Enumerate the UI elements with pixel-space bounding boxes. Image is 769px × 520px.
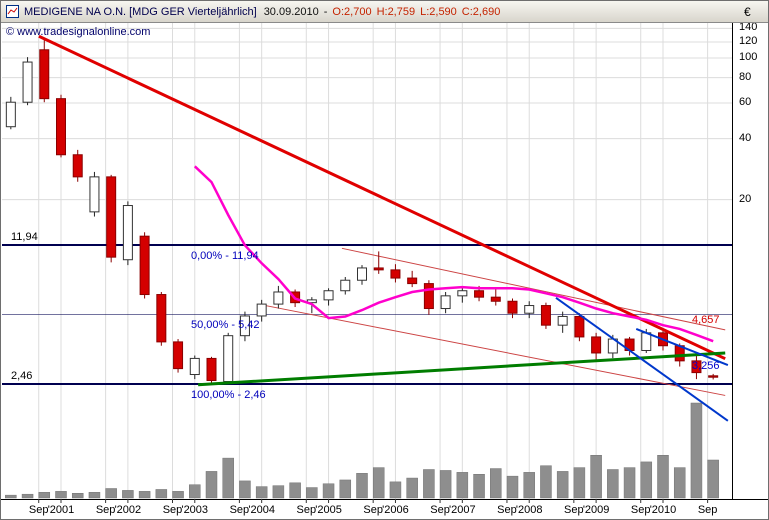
volume-bar — [172, 491, 184, 499]
candlestick — [490, 289, 501, 306]
candlestick — [239, 311, 250, 342]
candlestick — [574, 313, 585, 342]
instrument-title: MEDIGENE NA O.N. [MDG GER Vierteljährlic… — [24, 5, 257, 18]
sma12-line — [193, 165, 714, 343]
volume-bar — [423, 469, 435, 499]
volume-bar — [657, 455, 669, 499]
volume-bar — [189, 484, 201, 499]
candlestick — [407, 270, 418, 288]
candlestick — [72, 149, 83, 182]
candlestick — [524, 301, 535, 319]
candlestick — [156, 291, 167, 346]
candlestick — [5, 96, 16, 130]
quote-date: 30.09.2010 — [263, 5, 319, 18]
candlestick — [173, 339, 184, 373]
volume-bar — [673, 467, 686, 499]
title-separator: - — [323, 5, 328, 18]
channel-upper-line — [341, 247, 726, 331]
candlestick — [591, 332, 602, 361]
volume-bar — [21, 493, 34, 499]
volume-bar — [88, 492, 101, 499]
volume-bar — [138, 491, 151, 499]
volume-bar — [590, 455, 602, 499]
volume-bar — [607, 469, 619, 499]
volume-bar — [356, 473, 368, 499]
volume-bar — [406, 477, 418, 499]
candlestick — [357, 265, 368, 285]
candlestick — [139, 232, 150, 299]
candlestick — [256, 299, 267, 322]
volume-bar — [523, 472, 535, 499]
candlestick — [273, 285, 284, 309]
volume-bar — [490, 468, 502, 499]
candlestick — [540, 302, 551, 329]
currency-label: € — [744, 5, 751, 19]
volume-bar — [5, 494, 17, 499]
candlestick — [691, 355, 702, 380]
candlestick — [206, 356, 217, 384]
primary-downtrend-line — [38, 34, 726, 361]
candlestick — [373, 251, 384, 274]
candlestick — [708, 373, 719, 380]
volume-bar — [155, 489, 168, 499]
volume-bar — [239, 480, 251, 499]
candlestick — [22, 57, 33, 106]
candlestick — [340, 276, 351, 295]
candlestick — [457, 287, 468, 303]
candlestick — [89, 171, 100, 217]
volume-bar — [38, 492, 51, 499]
candlestick — [507, 298, 518, 319]
volume-bar — [205, 471, 218, 499]
volume-bar — [456, 472, 469, 499]
volume-bar — [690, 402, 703, 499]
support-uptrend-line — [198, 351, 726, 387]
chart-plot-area[interactable] — [2, 23, 732, 499]
candlestick — [390, 264, 401, 283]
volume-bar — [306, 487, 318, 499]
candlestick — [56, 94, 66, 158]
volume-bar — [473, 474, 485, 499]
volume-bar — [71, 493, 84, 499]
candlestick — [440, 291, 451, 314]
chart-icon — [6, 5, 19, 18]
wedge-shallow-blue-line — [635, 327, 729, 367]
volume-bar — [372, 467, 385, 499]
volume-bar — [272, 485, 285, 499]
candlestick — [423, 280, 434, 315]
volume-bar — [55, 491, 67, 499]
volume-bar — [573, 467, 586, 499]
high-value: H:2,759 — [376, 5, 416, 18]
volume-bar — [289, 482, 301, 499]
volume-bar — [105, 488, 117, 499]
candlestick — [106, 174, 117, 263]
volume-bar — [389, 481, 402, 499]
volume-bar — [222, 457, 234, 499]
volume-bar — [556, 471, 569, 499]
volume-bar — [439, 470, 452, 499]
volume-bar — [506, 475, 519, 499]
candlestick — [39, 39, 50, 103]
chart-title-bar: MEDIGENE NA O.N. [MDG GER Vierteljährlic… — [1, 1, 768, 23]
volume-bar — [540, 465, 552, 499]
volume-bar — [339, 479, 352, 499]
low-value: L:2,590 — [420, 5, 457, 18]
candlestick — [122, 201, 133, 266]
open-value: O:2,700 — [332, 5, 372, 18]
close-value: C:2,690 — [461, 5, 501, 18]
volume-bar — [122, 490, 134, 499]
copyright-watermark: © www.tradesignalonline.com — [6, 26, 151, 38]
volume-bar — [322, 483, 335, 499]
volume-bar — [623, 467, 636, 499]
wedge-steep-blue-line — [555, 297, 729, 422]
candlestick — [323, 288, 334, 306]
volume-bar — [640, 461, 653, 499]
volume-bar — [707, 459, 719, 499]
volume-bar — [255, 486, 268, 499]
candlestick — [189, 355, 200, 380]
candlestick — [557, 311, 568, 333]
channel-lower-line — [261, 304, 726, 396]
